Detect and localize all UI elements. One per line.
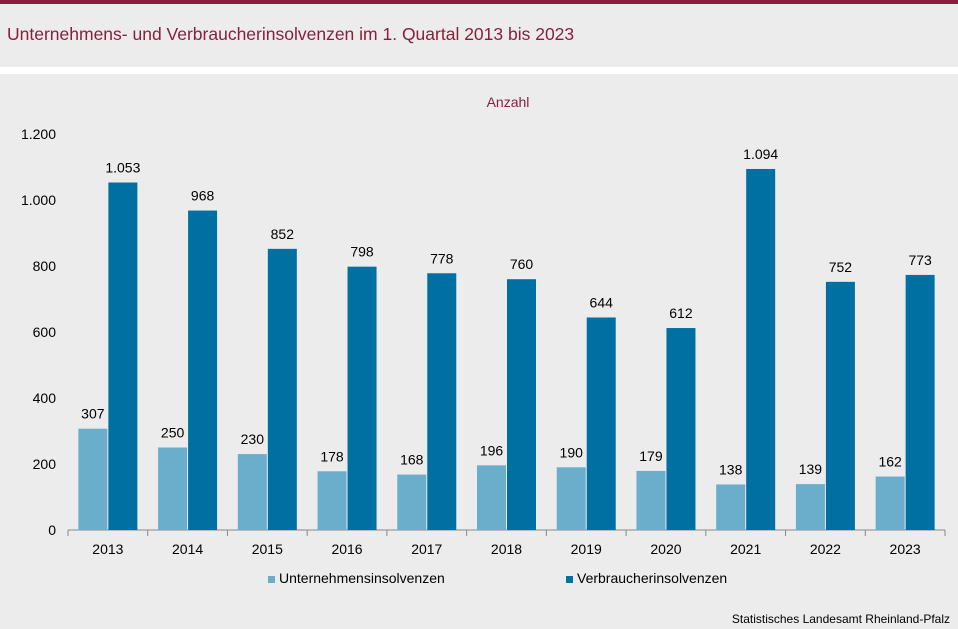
source-note: Statistisches Landesamt Rheinland-Pfalz: [731, 612, 950, 626]
legend-label: Unternehmensinsolvenzen: [279, 570, 445, 586]
data-label: 968: [191, 188, 215, 204]
x-tick-label: 2016: [331, 541, 362, 557]
top-accent-rule: [0, 0, 958, 4]
data-label: 752: [829, 259, 853, 275]
chart-title: Unternehmens- und Verbraucherinsolvenzen…: [7, 24, 575, 44]
bar-verbraucherinsolvenzen: [905, 274, 935, 530]
bar-unternehmensinsolvenzen: [397, 474, 427, 530]
y-tick-label: 0: [48, 522, 56, 538]
legend-swatch: [566, 576, 573, 583]
data-label: 612: [669, 305, 693, 321]
x-tick-label: 2018: [491, 541, 522, 557]
bar-verbraucherinsolvenzen: [427, 273, 457, 530]
bar-unternehmensinsolvenzen: [237, 454, 267, 530]
bar-verbraucherinsolvenzen: [108, 182, 138, 530]
bar-verbraucherinsolvenzen: [666, 328, 696, 530]
bar-unternehmensinsolvenzen: [556, 467, 586, 530]
x-tick-label: 2023: [890, 541, 921, 557]
y-tick-label: 800: [33, 258, 57, 274]
bar-verbraucherinsolvenzen: [586, 317, 616, 530]
x-tick-label: 2022: [810, 541, 841, 557]
data-label: 196: [480, 442, 504, 458]
data-label: 138: [719, 461, 743, 477]
data-label: 1.094: [743, 146, 778, 162]
data-label: 190: [560, 444, 584, 460]
data-label: 773: [908, 252, 932, 268]
data-label: 162: [878, 454, 902, 470]
bar-verbraucherinsolvenzen: [825, 281, 855, 530]
y-tick-label: 1.200: [21, 126, 56, 142]
bar-verbraucherinsolvenzen: [188, 210, 218, 530]
data-label: 1.053: [105, 160, 140, 176]
legend-swatch: [268, 576, 275, 583]
data-label: 250: [161, 425, 185, 441]
data-label: 178: [320, 448, 344, 464]
bar-unternehmensinsolvenzen: [875, 476, 905, 530]
bar-verbraucherinsolvenzen: [746, 168, 776, 530]
y-tick-label: 400: [33, 390, 57, 406]
data-label: 168: [400, 452, 424, 468]
y-tick-label: 200: [33, 456, 57, 472]
data-label: 230: [241, 431, 265, 447]
bar-unternehmensinsolvenzen: [158, 447, 188, 530]
data-label: 852: [271, 226, 295, 242]
y-tick-label: 1.000: [21, 192, 56, 208]
x-tick-label: 2015: [252, 541, 283, 557]
data-label: 760: [510, 256, 534, 272]
bar-verbraucherinsolvenzen: [507, 279, 536, 530]
bar-chart: Anzahl 0 200 400 600 800 1.000 1.200 2013 307 1.05…: [0, 74, 958, 609]
y-tick-label: 600: [33, 324, 57, 340]
legend-label: Verbraucherinsolvenzen: [577, 570, 727, 586]
header-separator: [0, 67, 958, 74]
bar-unternehmensinsolvenzen: [477, 465, 506, 530]
data-label: 179: [639, 448, 663, 464]
x-tick-label: 2014: [172, 541, 203, 557]
bar-unternehmensinsolvenzen: [636, 470, 666, 530]
data-label: 644: [590, 294, 614, 310]
bar-unternehmensinsolvenzen: [78, 428, 108, 530]
bar-verbraucherinsolvenzen: [267, 248, 297, 530]
bar-verbraucherinsolvenzen: [347, 266, 377, 530]
x-tick-label: 2019: [571, 541, 602, 557]
x-tick-label: 2017: [411, 541, 442, 557]
x-tick-label: 2021: [730, 541, 761, 557]
bar-unternehmensinsolvenzen: [317, 471, 347, 530]
data-label: 798: [350, 244, 374, 260]
x-tick-label: 2020: [650, 541, 681, 557]
data-label: 778: [430, 250, 454, 266]
data-label: 139: [799, 461, 823, 477]
data-label: 307: [81, 406, 105, 422]
unit-label: Anzahl: [487, 94, 530, 110]
x-tick-label: 2013: [92, 541, 123, 557]
bar-unternehmensinsolvenzen: [716, 484, 746, 530]
bar-unternehmensinsolvenzen: [795, 484, 825, 530]
